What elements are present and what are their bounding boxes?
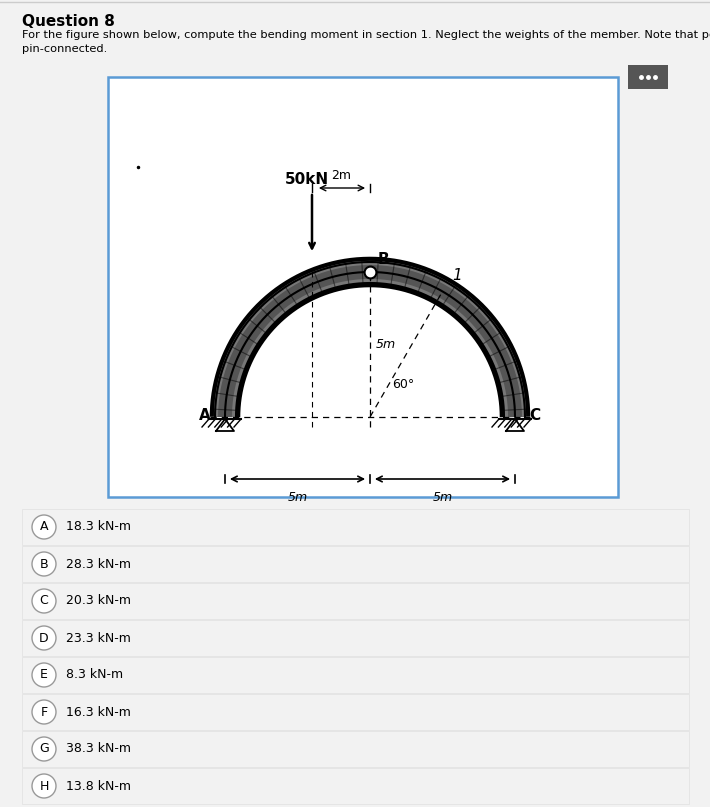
Bar — [22, 768, 689, 804]
Text: F: F — [40, 705, 48, 718]
Text: 2m: 2m — [331, 169, 351, 182]
Text: D: D — [39, 632, 49, 645]
Text: B: B — [40, 558, 48, 571]
Bar — [22, 731, 689, 767]
Text: C: C — [40, 595, 48, 608]
Circle shape — [32, 589, 56, 613]
Text: H: H — [39, 780, 49, 792]
Text: 60°: 60° — [392, 378, 414, 391]
Circle shape — [32, 700, 56, 724]
Bar — [108, 77, 618, 497]
Text: 28.3 kN-m: 28.3 kN-m — [66, 558, 131, 571]
Text: 8.3 kN-m: 8.3 kN-m — [66, 668, 123, 681]
Text: 50kN: 50kN — [285, 172, 329, 187]
Bar — [22, 546, 689, 582]
Text: 20.3 kN-m: 20.3 kN-m — [66, 595, 131, 608]
Circle shape — [32, 663, 56, 687]
Text: 38.3 kN-m: 38.3 kN-m — [66, 742, 131, 755]
Text: C: C — [529, 408, 540, 423]
Text: 5m: 5m — [288, 491, 307, 504]
Text: B: B — [378, 252, 390, 267]
Bar — [22, 620, 689, 656]
Text: G: G — [39, 742, 49, 755]
Bar — [22, 657, 689, 693]
Polygon shape — [506, 419, 524, 431]
Text: For the figure shown below, compute the bending moment in section 1. Neglect the: For the figure shown below, compute the … — [22, 30, 710, 40]
Bar — [628, 65, 668, 89]
Circle shape — [32, 737, 56, 761]
Text: 18.3 kN-m: 18.3 kN-m — [66, 521, 131, 533]
Bar — [22, 694, 689, 730]
Text: 5m: 5m — [376, 338, 396, 351]
Text: A: A — [200, 408, 211, 423]
Circle shape — [32, 774, 56, 798]
Text: 16.3 kN-m: 16.3 kN-m — [66, 705, 131, 718]
Polygon shape — [216, 419, 234, 431]
Bar — [22, 509, 689, 545]
Bar — [22, 583, 689, 619]
Circle shape — [32, 552, 56, 576]
Text: 1: 1 — [452, 269, 462, 283]
Text: Question 8: Question 8 — [22, 14, 115, 29]
Circle shape — [32, 626, 56, 650]
Text: pin-connected.: pin-connected. — [22, 44, 107, 54]
Text: A: A — [40, 521, 48, 533]
Text: 23.3 kN-m: 23.3 kN-m — [66, 632, 131, 645]
Text: 5m: 5m — [432, 491, 452, 504]
Text: E: E — [40, 668, 48, 681]
Text: 13.8 kN-m: 13.8 kN-m — [66, 780, 131, 792]
Circle shape — [32, 515, 56, 539]
